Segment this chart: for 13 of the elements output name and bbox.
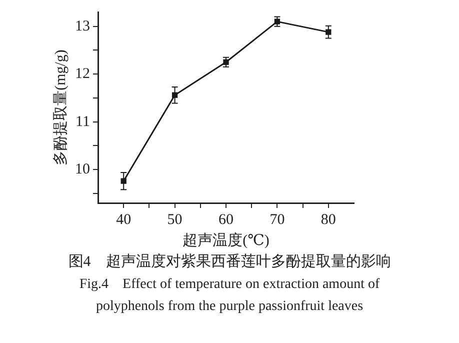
x-tick-label: 80 [320, 212, 336, 228]
x-axis-title: 超声温度(℃) [182, 232, 270, 249]
x-tick-label: 40 [116, 212, 132, 228]
y-tick-label: 10 [75, 162, 90, 178]
x-tick-label: 60 [218, 212, 234, 228]
y-tick-label: 11 [76, 114, 90, 130]
y-tick-label: 12 [75, 66, 90, 82]
y-tick-label: 13 [75, 18, 90, 34]
x-tick-label: 50 [167, 212, 182, 228]
y-axis-title: 多酚提取量(mg/g) [52, 50, 69, 166]
text: Fig.4 Effect of temperature on extraction amount of polyphenols from the purple passionfruit leaves [78, 276, 381, 316]
x-tick-label: 70 [270, 212, 285, 228]
text: 图4 超声温度对紫果西番莲叶多酚提取量的影响 [67, 252, 392, 271]
